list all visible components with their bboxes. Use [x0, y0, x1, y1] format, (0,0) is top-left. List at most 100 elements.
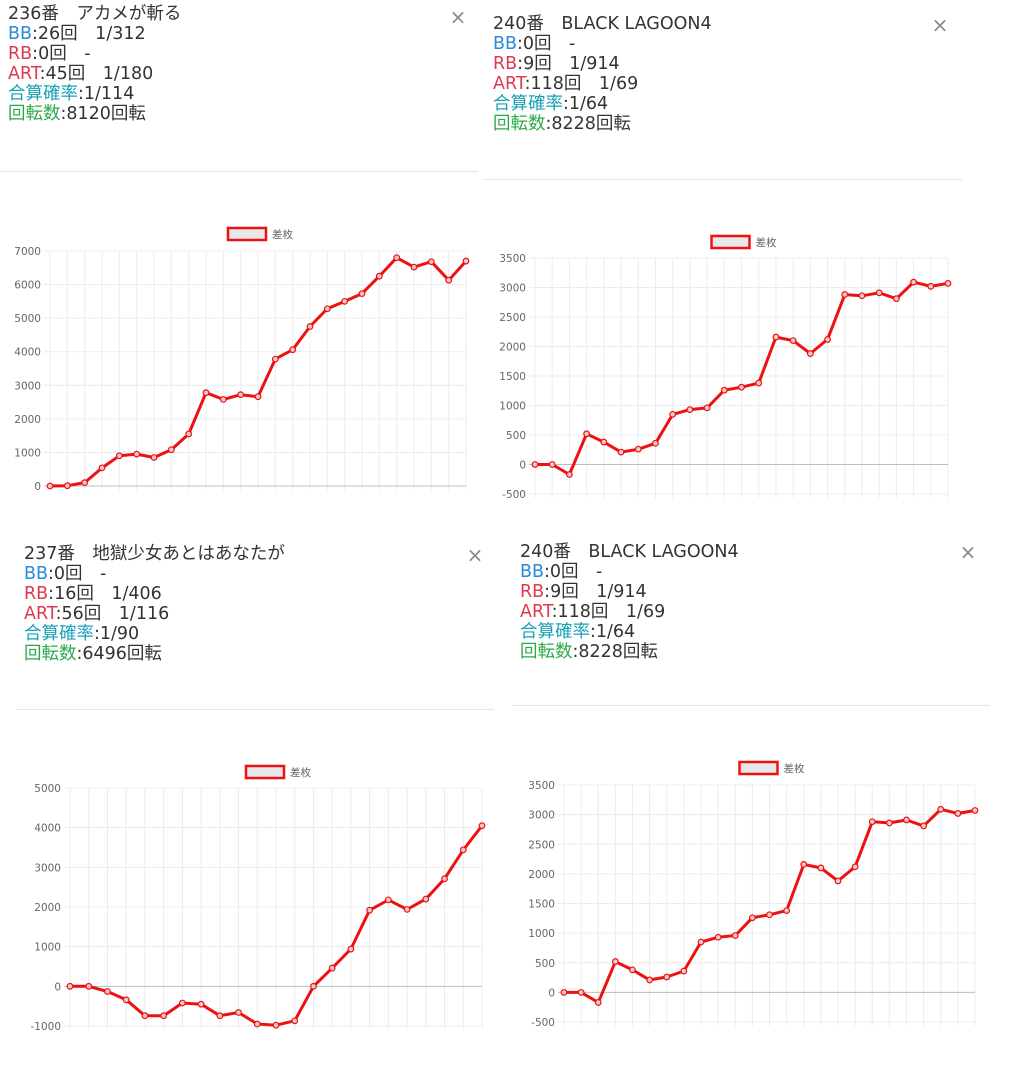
- rb-label: RB: [8, 44, 33, 64]
- divider: [16, 709, 494, 710]
- y-tick-label: 3000: [14, 380, 41, 392]
- rb-value: :16回 1/406: [48, 584, 162, 604]
- data-point: [789, 337, 797, 345]
- y-tick-label: 2500: [528, 839, 555, 851]
- data-point: [703, 404, 711, 412]
- data-point: [427, 258, 435, 266]
- y-tick-label: -500: [531, 1017, 555, 1029]
- legend-swatch: [710, 234, 751, 250]
- data-point: [800, 860, 808, 868]
- y-tick-label: 3000: [499, 283, 526, 295]
- divider: [484, 179, 962, 180]
- data-point: [646, 976, 654, 984]
- y-tick-label: -500: [502, 489, 526, 501]
- data-point: [185, 430, 193, 438]
- data-point: [885, 819, 893, 827]
- data-point: [291, 1017, 299, 1025]
- bb-label: BB: [520, 562, 545, 582]
- data-point: [197, 1000, 205, 1008]
- data-point: [328, 964, 336, 972]
- spin-count-value: :6496回転: [76, 644, 162, 664]
- rb-value: :9回 1/914: [517, 54, 620, 74]
- y-tick-label: 0: [34, 481, 41, 493]
- y-tick-label: 3500: [499, 253, 526, 265]
- data-point: [817, 864, 825, 872]
- data-point: [445, 276, 453, 284]
- art-label: ART: [520, 602, 552, 622]
- y-tick-label: 5000: [14, 313, 41, 325]
- data-point: [253, 1020, 261, 1028]
- y-tick-label: 1000: [499, 401, 526, 413]
- spin-count-label: 回転数: [24, 644, 77, 664]
- data-point: [150, 454, 158, 461]
- data-point: [289, 346, 297, 354]
- y-tick-label: 2000: [14, 414, 41, 426]
- data-point: [629, 966, 636, 974]
- data-point: [422, 895, 430, 903]
- total-probability-label: 合算確率: [8, 84, 78, 104]
- art-value: :56回 1/116: [55, 604, 170, 624]
- data-point: [971, 807, 979, 814]
- data-point: [851, 863, 859, 871]
- machine-title: 237番 地獄少女あとはあなたが: [24, 544, 285, 564]
- data-point: [858, 292, 866, 300]
- data-point: [531, 461, 539, 468]
- art-label: ART: [493, 74, 525, 94]
- close-icon[interactable]: ×: [466, 543, 484, 567]
- data-point: [237, 391, 245, 399]
- data-point: [384, 896, 392, 904]
- data-point: [944, 279, 952, 287]
- y-tick-label: 1000: [14, 447, 41, 459]
- legend-swatch: [226, 226, 268, 242]
- machine-info: 237番 地獄少女あとはあなたが BB:0回 - RB:16回 1/406 AR…: [24, 544, 285, 664]
- data-point: [219, 395, 227, 403]
- data-point: [271, 355, 279, 363]
- data-point: [358, 290, 366, 298]
- bb-value: :26回 1/312: [32, 24, 146, 44]
- y-tick-label: 3500: [528, 780, 555, 792]
- close-icon[interactable]: ×: [931, 13, 949, 37]
- legend-label: 差枚: [272, 228, 293, 241]
- machine-info: 240番 BLACK LAGOON4 BB:0回 - RB:9回 1/914 A…: [493, 14, 712, 134]
- data-point: [583, 430, 591, 438]
- machine-info: 240番 BLACK LAGOON4 BB:0回 - RB:9回 1/914 A…: [520, 542, 739, 662]
- y-tick-label: 0: [548, 987, 555, 999]
- bb-value: :0回 -: [517, 34, 576, 54]
- divider: [512, 705, 990, 706]
- close-icon[interactable]: ×: [959, 540, 977, 564]
- y-tick-label: 5000: [34, 783, 61, 795]
- y-tick-label: 0: [519, 460, 526, 472]
- data-point: [594, 999, 602, 1006]
- data-point: [81, 479, 89, 487]
- data-point: [560, 988, 568, 996]
- data-point: [920, 822, 928, 830]
- data-point: [133, 450, 141, 458]
- data-point: [652, 439, 659, 447]
- data-point: [63, 482, 71, 490]
- total-probability-value: :1/64: [590, 622, 636, 642]
- data-point: [85, 982, 93, 990]
- close-icon[interactable]: ×: [449, 5, 467, 29]
- spin-count-label: 回転数: [493, 114, 546, 134]
- rb-label: RB: [520, 582, 545, 602]
- data-point: [680, 967, 688, 975]
- data-point: [548, 461, 556, 468]
- data-point: [403, 905, 411, 913]
- rb-value: :9回 1/914: [544, 582, 647, 602]
- data-point: [122, 996, 130, 1004]
- y-tick-label: 4000: [14, 347, 41, 359]
- rb-value: :0回 -: [32, 44, 91, 64]
- data-point: [686, 406, 694, 414]
- data-point: [272, 1021, 280, 1029]
- data-point: [216, 1012, 224, 1020]
- data-point: [903, 816, 910, 824]
- spin-count-value: :8228回転: [545, 114, 631, 134]
- data-point: [697, 938, 705, 946]
- data-point: [927, 282, 935, 290]
- data-point: [669, 410, 677, 418]
- y-tick-label: 2500: [499, 312, 526, 324]
- data-point: [441, 875, 448, 883]
- y-tick-label: 1000: [528, 928, 555, 940]
